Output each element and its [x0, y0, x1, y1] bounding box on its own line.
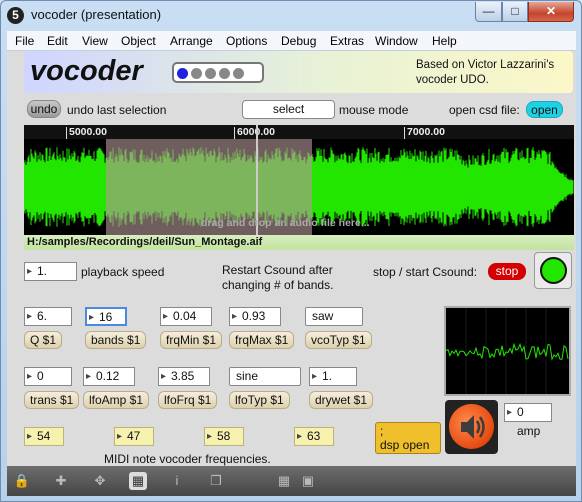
- indicator-dot: [219, 68, 230, 79]
- q-message[interactable]: Q $1: [24, 331, 63, 349]
- start-stop-label: stop / start Csound:: [373, 265, 478, 279]
- stop-csound-button[interactable]: stop: [488, 263, 526, 280]
- restart-note-line2: changing # of bands.: [222, 278, 334, 292]
- lfofrq-number[interactable]: 3.85: [158, 367, 210, 386]
- ruler-tick: [234, 127, 235, 139]
- patcher-canvas: vocoder Based on Victor Lazzarini's voco…: [7, 51, 576, 466]
- waveform-selection[interactable]: [106, 139, 312, 235]
- frqmin-number[interactable]: 0.04: [160, 307, 212, 326]
- midi-note-number[interactable]: 54: [24, 427, 64, 446]
- lfofrq-message[interactable]: lfoFrq $1: [158, 391, 218, 409]
- maximize-button[interactable]: □: [502, 2, 528, 22]
- lfotyp-message[interactable]: lfoTyp $1: [229, 391, 290, 409]
- menu-options[interactable]: Options: [226, 34, 268, 48]
- info-icon[interactable]: i: [175, 473, 179, 488]
- indicator-dot: [205, 68, 216, 79]
- lfoamp-message[interactable]: lfoAmp $1: [83, 391, 150, 409]
- amp-label: amp: [517, 424, 541, 438]
- restart-note-line1: Restart Csound after: [222, 263, 333, 277]
- scope-trace: [446, 308, 569, 394]
- indicator-dot: [177, 68, 188, 79]
- midi-note-number[interactable]: 47: [114, 427, 154, 446]
- dac-button[interactable]: [445, 400, 498, 454]
- speaker-icon: [461, 415, 485, 439]
- bands-message[interactable]: bands $1: [85, 331, 147, 349]
- time-ruler: 5000.00 6000.00 7000.00: [24, 125, 574, 139]
- drop-hint: drag and drop an audio file here...: [201, 217, 370, 229]
- midi-note-number[interactable]: 63: [294, 427, 334, 446]
- grid-icon[interactable]: ▦: [277, 473, 291, 488]
- frqmax-message[interactable]: frqMax $1: [229, 331, 295, 349]
- select-mode-button[interactable]: select: [242, 100, 335, 119]
- mouse-mode-label: mouse mode: [339, 103, 409, 117]
- ruler-tick: [66, 127, 67, 139]
- vcotyp-message[interactable]: vcoTyp $1: [305, 331, 372, 349]
- vcotyp-menu[interactable]: saw: [305, 307, 363, 326]
- frqmin-message[interactable]: frqMin $1: [160, 331, 223, 349]
- dsp-open-message[interactable]: ; dsp open: [375, 422, 441, 454]
- indicator-dot: [233, 68, 244, 79]
- menu-bar: File Edit View Object Arrange Options De…: [7, 31, 576, 51]
- menu-extras[interactable]: Extras: [330, 34, 365, 48]
- amp-number[interactable]: 0: [504, 403, 552, 422]
- menu-arrange[interactable]: Arrange: [170, 34, 213, 48]
- frqmax-number[interactable]: 0.93: [229, 307, 281, 326]
- window-title: vocoder (presentation): [31, 7, 162, 22]
- menu-view[interactable]: View: [82, 34, 108, 48]
- close-button[interactable]: ✕: [528, 2, 574, 22]
- drywet-message[interactable]: drywet $1: [309, 391, 374, 409]
- credit-text: Based on Victor Lazzarini's vocoder UDO.: [416, 59, 555, 86]
- menu-debug[interactable]: Debug: [281, 34, 317, 48]
- move-icon[interactable]: ✥: [94, 473, 106, 488]
- midi-caption: MIDI note vocoder frequencies.: [104, 452, 271, 466]
- snap-icon[interactable]: ▣: [301, 473, 315, 488]
- app-icon: 5: [7, 7, 24, 24]
- menu-help[interactable]: Help: [432, 34, 457, 48]
- presentation-icon[interactable]: ▦: [129, 472, 147, 490]
- ruler-tick: [404, 127, 405, 139]
- header-panel: vocoder Based on Victor Lazzarini's voco…: [24, 51, 573, 93]
- dsp-line-2: dsp open: [380, 438, 430, 452]
- lfoamp-number[interactable]: 0.12: [83, 367, 135, 386]
- undo-button[interactable]: undo: [27, 100, 61, 118]
- minimize-button[interactable]: —: [475, 2, 502, 22]
- menu-edit[interactable]: Edit: [47, 34, 68, 48]
- lock-icon[interactable]: 🔒: [13, 473, 31, 488]
- file-path-display: H:/samples/Recordings/deil/Sun_Montage.a…: [24, 235, 574, 250]
- menu-window[interactable]: Window: [375, 34, 418, 48]
- ruler-label: 6000.00: [237, 126, 275, 138]
- toggle-led-icon: [540, 257, 567, 284]
- playback-speed-label: playback speed: [81, 265, 165, 279]
- drywet-number[interactable]: 1.: [309, 367, 357, 386]
- ruler-label: 5000.00: [69, 126, 107, 138]
- playhead-cursor[interactable]: [256, 125, 258, 235]
- open-csd-button[interactable]: open: [526, 101, 563, 118]
- dsp-line-1: ;: [380, 424, 384, 438]
- playback-speed-number[interactable]: 1.: [24, 262, 77, 281]
- bands-number[interactable]: 16: [85, 307, 127, 326]
- oscilloscope: [444, 306, 571, 396]
- menu-file[interactable]: File: [15, 34, 35, 48]
- q-number[interactable]: 6.: [24, 307, 72, 326]
- page-title: vocoder: [30, 55, 143, 87]
- trans-number[interactable]: 0: [24, 367, 72, 386]
- layers-icon[interactable]: ❐: [210, 473, 222, 488]
- plus-icon[interactable]: ✚: [55, 473, 67, 488]
- menu-object[interactable]: Object: [121, 34, 156, 48]
- csound-toggle[interactable]: [534, 252, 572, 289]
- trans-message[interactable]: trans $1: [24, 391, 80, 409]
- open-csd-label: open csd file:: [449, 103, 520, 117]
- activity-indicator: [172, 62, 264, 83]
- midi-note-number[interactable]: 58: [204, 427, 244, 446]
- lfotyp-menu[interactable]: sine: [229, 367, 301, 386]
- ruler-label: 7000.00: [407, 126, 445, 138]
- bottom-toolbar: 🔒 ✚ ✥ ▦ i ❐ ▦ ▣: [7, 466, 576, 496]
- title-bar[interactable]: 5 vocoder (presentation) — □ ✕: [1, 1, 581, 31]
- waveform-display[interactable]: 5000.00 6000.00 7000.00 drag and drop an…: [24, 125, 574, 235]
- undo-label: undo last selection: [67, 103, 167, 117]
- indicator-dot: [191, 68, 202, 79]
